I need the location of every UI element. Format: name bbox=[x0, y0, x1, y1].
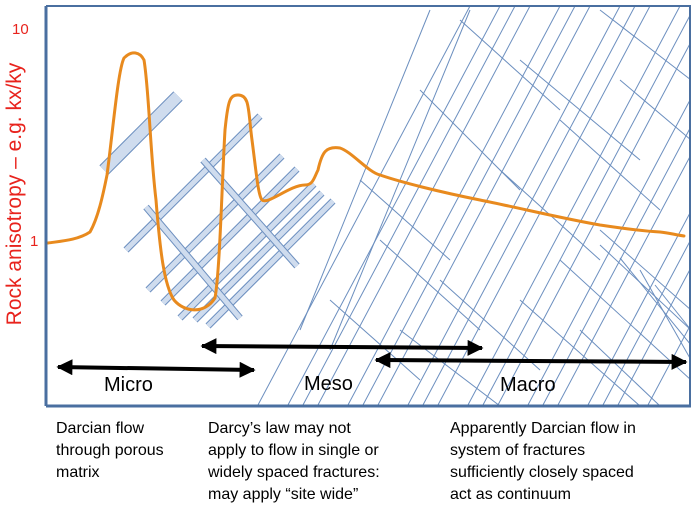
meso-caption-line: widely spaced fractures: bbox=[208, 464, 380, 481]
y-axis-label: Rock anisotropy – e.g. kx/ky bbox=[3, 62, 26, 326]
meso-fracture-grid bbox=[123, 113, 336, 329]
micro-fracture bbox=[99, 91, 183, 175]
y-tick-1: 1 bbox=[30, 233, 39, 250]
micro-label: Micro bbox=[104, 374, 153, 396]
macro-caption: Apparently Darcian flow in system of fra… bbox=[450, 418, 636, 506]
meso-label: Meso bbox=[304, 373, 353, 395]
micro-caption-line: Darcian flow bbox=[56, 420, 145, 437]
meso-caption-line: apply to flow in single or bbox=[208, 442, 379, 459]
y-axis-label-box: Rock anisotropy – e.g. kx/ky bbox=[3, 14, 27, 374]
macro-caption-line: Apparently Darcian flow in bbox=[450, 420, 636, 437]
macro-arrow bbox=[374, 352, 688, 370]
axes-frame bbox=[44, 5, 691, 408]
meso-caption-line: Darcy’s law may not bbox=[208, 420, 351, 437]
meso-caption: Darcy’s law may not apply to flow in sin… bbox=[208, 418, 380, 506]
micro-caption-line: matrix bbox=[56, 464, 100, 481]
micro-arrow bbox=[56, 359, 256, 378]
y-tick-10: 10 bbox=[12, 21, 29, 38]
meso-fractures-set-a bbox=[123, 113, 336, 329]
meso-arrow bbox=[200, 338, 484, 356]
meso-caption-line: may apply “site wide” bbox=[208, 486, 359, 503]
macro-label: Macro bbox=[500, 374, 556, 396]
macro-caption-line: sufficiently closely spaced bbox=[450, 464, 634, 481]
macro-caption-line: system of fractures bbox=[450, 442, 586, 459]
micro-caption: Darcian flow through porous matrix bbox=[56, 418, 164, 484]
micro-caption-line: through porous bbox=[56, 442, 164, 459]
meso-fractures-set-b bbox=[143, 157, 300, 321]
scale-arrows bbox=[56, 338, 688, 378]
macro-caption-line: act as continuum bbox=[450, 486, 571, 503]
anisotropy-curve bbox=[46, 51, 686, 312]
